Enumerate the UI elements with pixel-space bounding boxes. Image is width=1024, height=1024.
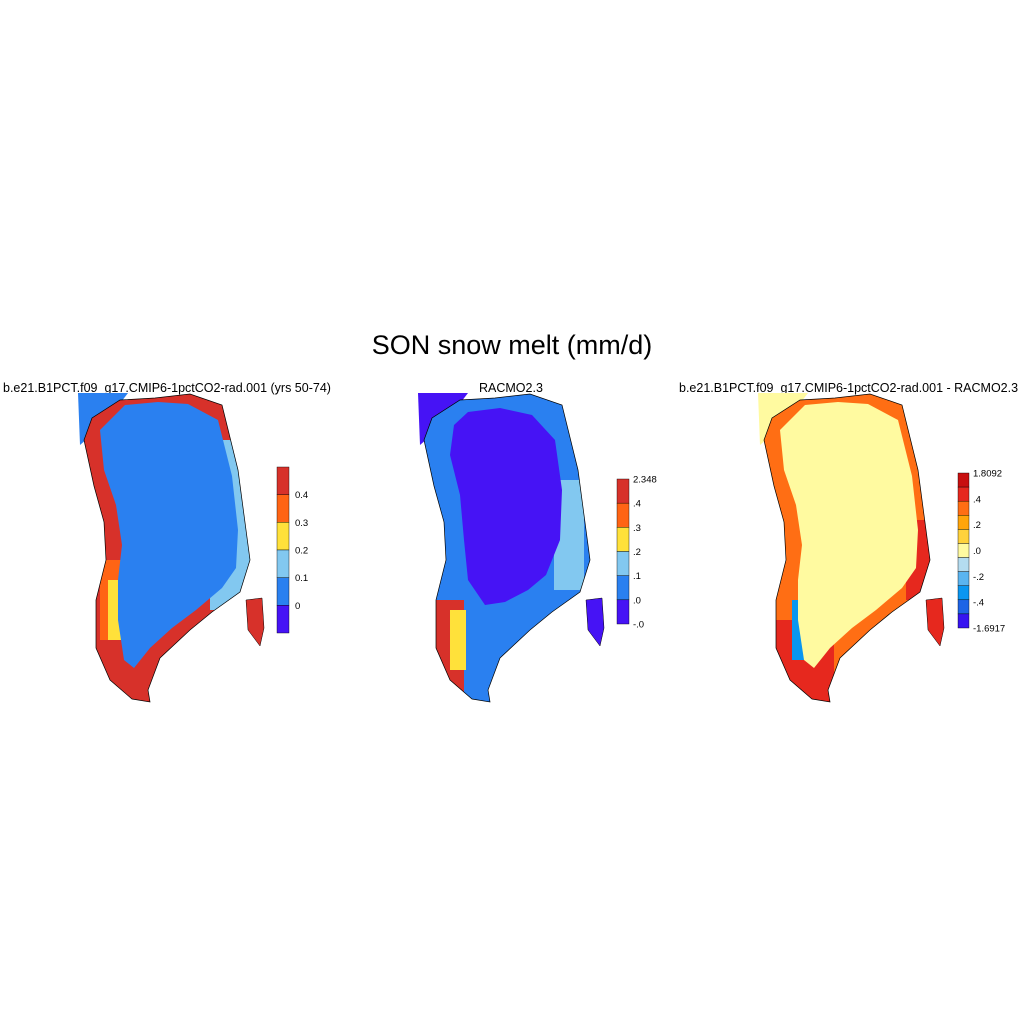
panel-1-colorbar-box: [276, 549, 290, 578]
panel-2-colorbar-label: .4: [633, 499, 641, 510]
panel-1-colorbar-box: [276, 577, 290, 606]
panel-3-interior: [780, 402, 918, 668]
panel-3-colorbar-box: [957, 543, 970, 558]
panel-1-colorbar-box: [276, 466, 290, 495]
panel-2-colorbar-label: .1: [633, 571, 641, 582]
figure-title: SON snow melt (mm/d): [371, 330, 653, 360]
panel-3-colorbar-label: .2: [973, 520, 981, 531]
panel-3-title: b.e21.B1PCT.f09_g17.CMIP6-1pctCO2-rad.00…: [679, 381, 1019, 395]
panel-1-colorbar-label: 0: [295, 601, 300, 612]
panel-2-sw-yellow: [450, 610, 466, 670]
panel-3-colorbar-box: [957, 585, 970, 601]
panel-1-map: [78, 393, 265, 703]
panel-3-colorbar-box: [957, 515, 970, 530]
panel-3-colorbar-label: .4: [973, 494, 981, 505]
panel-1-colorbar-box: [276, 494, 290, 523]
panel-3-colorbar-box: [957, 557, 970, 572]
panel-2-colorbar-label: 2.348: [633, 475, 657, 486]
panel-2-colorbar-box: [616, 478, 630, 504]
panel-1-colorbar-label: 0.4: [295, 490, 308, 501]
panel-3-iceland: [925, 597, 945, 647]
panel-3-colorbar-box: [957, 500, 970, 516]
panel-3-colorbar-label: -.4: [973, 598, 984, 609]
panel-3-colorbar-box: [957, 529, 970, 544]
panel-1-colorbar-label: 0.3: [295, 518, 308, 529]
panel-2-colorbar-box: [616, 599, 630, 625]
panel-3-colorbar-box: [957, 472, 970, 488]
panel-1-colorbar-box: [276, 522, 290, 551]
panel-1-iceland: [245, 597, 265, 647]
panel-3-colorbar-label: -1.6917: [973, 624, 1005, 635]
panel-1-title: b.e21.B1PCT.f09_g17.CMIP6-1pctCO2-rad.00…: [3, 381, 331, 395]
panel-2-colorbar: 2.348 .4 .3 .2 .1 .0 -.0: [616, 475, 657, 631]
panel-2-title: RACMO2.3: [479, 381, 543, 395]
panel-3-colorbar-box: [957, 613, 970, 629]
panel-1-colorbar: 0.4 0.3 0.2 0.1 0: [276, 466, 308, 634]
panel-1-interior: [100, 402, 238, 668]
panel-2-colorbar-label: .3: [633, 523, 641, 534]
panel-1-colorbar-label: 0.1: [295, 573, 308, 584]
panel-2-iceland: [585, 597, 605, 647]
panel-2-colorbar-label: .0: [633, 595, 641, 606]
panel-2-colorbar-box: [616, 551, 630, 576]
panel-1-colorbar-label: 0.2: [295, 546, 308, 557]
panel-2-colorbar-box: [616, 502, 630, 528]
panel-3-colorbar-box: [957, 571, 970, 586]
panel-3-colorbar-label: -.2: [973, 572, 984, 583]
panel-2-colorbar-label: .2: [633, 547, 641, 558]
panel-3-colorbar-label: .0: [973, 546, 981, 557]
panel-2-colorbar-box: [616, 527, 630, 552]
panel-2-colorbar-label: -.0: [633, 620, 644, 631]
panel-3-map: [758, 393, 945, 703]
panel-3-colorbar-box: [957, 599, 970, 615]
panel-3-colorbar-label: 1.8092: [973, 469, 1002, 480]
panel-2-map: [418, 393, 605, 703]
panel-2-colorbar-box: [616, 575, 630, 601]
panel-1-colorbar-box: [276, 605, 290, 634]
panel-3-colorbar: 1.8092 .4 .2 .0 -.2 -.4 -1.6917: [957, 469, 1005, 635]
panel-3-colorbar-box: [957, 486, 970, 502]
